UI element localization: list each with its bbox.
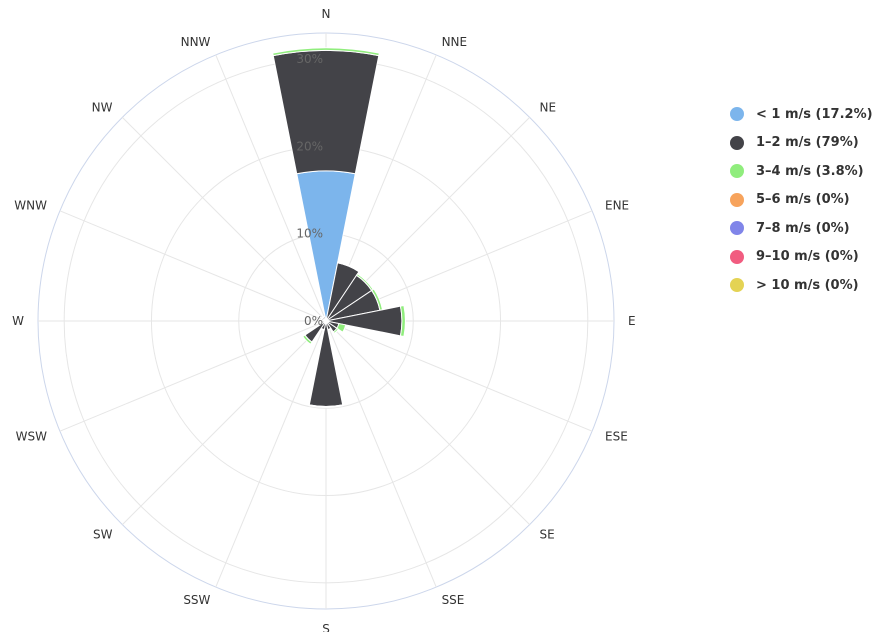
spoke-sse bbox=[325, 320, 437, 588]
legend-swatch bbox=[730, 107, 744, 121]
legend-item[interactable]: 1–2 m/s (79%) bbox=[730, 133, 873, 153]
wedge-n-series-2[interactable] bbox=[272, 47, 380, 57]
wedge-n-series-1[interactable] bbox=[272, 49, 380, 175]
legend-label: < 1 m/s (17.2%) bbox=[756, 106, 873, 122]
spoke-nnw bbox=[215, 54, 327, 322]
direction-label-ne: NE bbox=[540, 100, 557, 114]
direction-label-nw: NW bbox=[92, 100, 113, 114]
radial-tick-label: 20% bbox=[296, 139, 323, 153]
legend-item[interactable]: 3–4 m/s (3.8%) bbox=[730, 161, 873, 181]
direction-label-nnw: NNW bbox=[181, 35, 211, 49]
direction-label-sse: SSE bbox=[442, 593, 465, 607]
legend-swatch bbox=[730, 249, 744, 264]
legend-swatch bbox=[730, 192, 744, 207]
direction-label-n: N bbox=[322, 7, 331, 21]
radial-tick-labels: 0% 10% 20% 30% bbox=[296, 52, 323, 328]
direction-label-ene: ENE bbox=[605, 198, 629, 212]
spoke-sw bbox=[121, 320, 327, 526]
legend-label: 9–10 m/s (0%) bbox=[756, 249, 859, 264]
legend-item[interactable]: > 10 m/s (0%) bbox=[730, 275, 873, 295]
wedge-se-series-2[interactable] bbox=[332, 327, 340, 335]
direction-label-sw: SW bbox=[93, 528, 113, 542]
direction-label-se: SE bbox=[540, 528, 555, 542]
spoke-wsw bbox=[59, 320, 327, 432]
legend-item[interactable]: < 1 m/s (17.2%) bbox=[730, 104, 873, 124]
spoke-nw bbox=[121, 116, 327, 322]
direction-label-wsw: WSW bbox=[16, 430, 47, 444]
legend-swatch bbox=[730, 135, 744, 150]
legend-swatch bbox=[730, 221, 744, 235]
radial-tick-label: 30% bbox=[296, 52, 323, 66]
legend-label: 7–8 m/s (0%) bbox=[756, 220, 850, 236]
wedge-ese-series-2[interactable] bbox=[336, 322, 347, 333]
wind-bars bbox=[272, 47, 406, 408]
legend-label: > 10 m/s (0%) bbox=[756, 277, 859, 293]
wedge-nne-series-2[interactable] bbox=[336, 261, 361, 273]
spoke-ese bbox=[325, 320, 593, 432]
direction-label-wnw: WNW bbox=[14, 198, 47, 212]
direction-labels: N NNE NE ENE E ESE SE SSE S SSW SW WSW W WNW NW NNW bbox=[12, 7, 635, 632]
legend-item[interactable]: 5–6 m/s (0%) bbox=[730, 190, 873, 210]
legend-label: 5–6 m/s (0%) bbox=[756, 192, 850, 207]
direction-label-w: W bbox=[12, 314, 24, 328]
radial-tick-label: 0% bbox=[304, 314, 323, 328]
wedge-sw-series-2[interactable] bbox=[302, 334, 313, 345]
legend-item[interactable]: 7–8 m/s (0%) bbox=[730, 218, 873, 238]
legend-label: 1–2 m/s (79%) bbox=[756, 135, 859, 150]
radial-tick-label: 10% bbox=[296, 227, 323, 241]
direction-label-ssw: SSW bbox=[183, 593, 210, 607]
wedge-s-series-2[interactable] bbox=[308, 404, 344, 408]
wedge-nnw-series-2[interactable] bbox=[322, 315, 326, 319]
spoke-ssw bbox=[215, 320, 327, 588]
legend-item[interactable]: 9–10 m/s (0%) bbox=[730, 247, 873, 267]
direction-label-e: E bbox=[628, 314, 636, 328]
direction-label-nne: NNE bbox=[442, 35, 468, 49]
spoke-se bbox=[325, 320, 531, 526]
direction-label-s: S bbox=[322, 622, 330, 632]
wedge-e-series-2[interactable] bbox=[399, 304, 406, 338]
spoke-wnw bbox=[59, 210, 327, 322]
legend: < 1 m/s (17.2%) 1–2 m/s (79%) 3–4 m/s (3.8… bbox=[730, 104, 873, 304]
direction-label-ese: ESE bbox=[605, 430, 628, 444]
legend-swatch bbox=[730, 164, 744, 178]
legend-label: 3–4 m/s (3.8%) bbox=[756, 163, 864, 179]
legend-swatch bbox=[730, 278, 744, 292]
